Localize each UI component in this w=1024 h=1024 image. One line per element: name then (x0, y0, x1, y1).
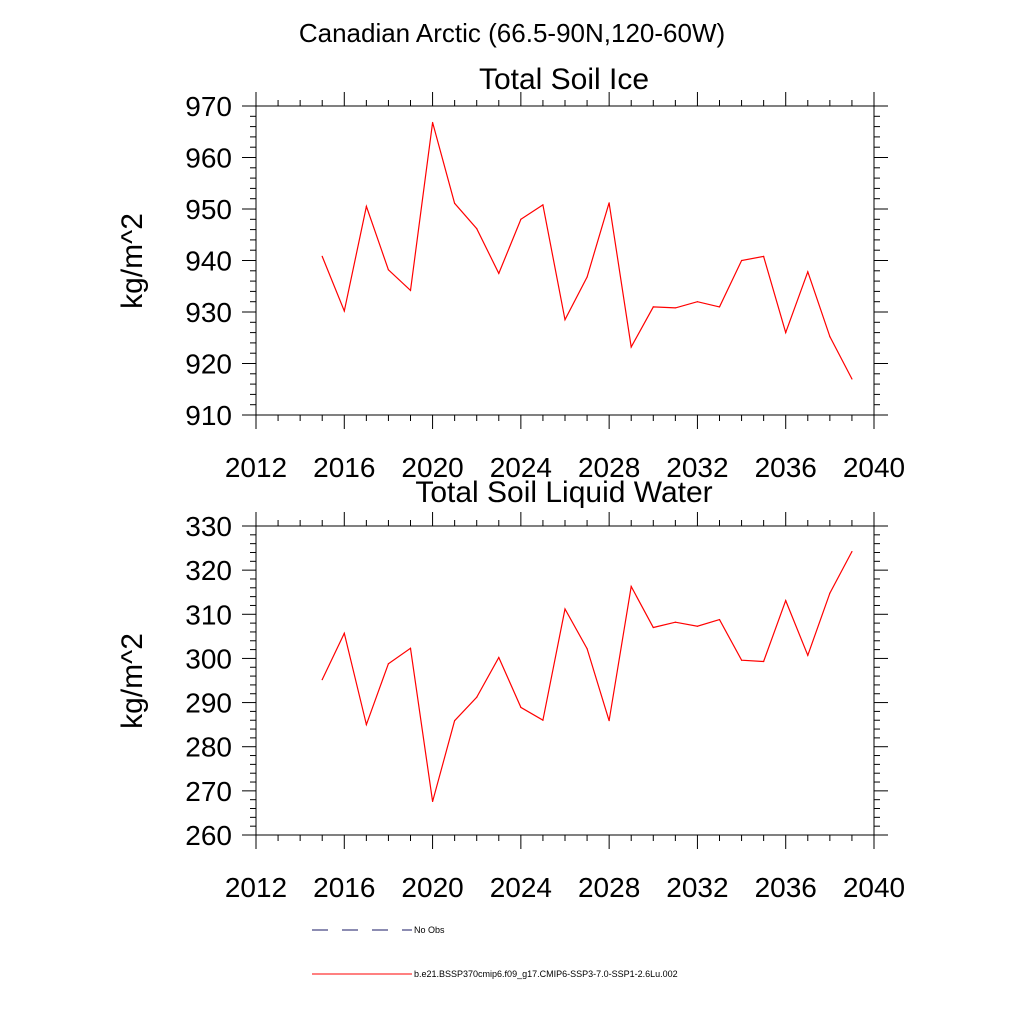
y-axis-label: kg/m^2 (116, 633, 149, 729)
data-point (431, 800, 434, 803)
x-tick-label: 2012 (225, 452, 287, 483)
data-point (652, 626, 654, 629)
data-point (343, 632, 345, 634)
data-point (696, 625, 699, 627)
data-point (454, 202, 456, 204)
chart-panel-soil-ice: Total Soil Ice kg/m^2 2012 2016 2020 2024 20… (116, 63, 905, 483)
data-point (520, 706, 522, 709)
data-point (387, 269, 390, 271)
x-tick-label: 2028 (578, 872, 640, 903)
figure-title: Canadian Arctic (66.5-90N,120-60W) (299, 18, 725, 48)
data-point (807, 654, 809, 656)
data-point (740, 259, 743, 262)
data-point (829, 592, 831, 594)
series-line (321, 122, 853, 380)
data-point (498, 656, 500, 659)
data-point (674, 307, 676, 309)
data-point (431, 121, 434, 124)
legend: No Obs b.e21.BSSP370cmip6.f09_g17.CMIP6-… (312, 925, 678, 979)
y-tick-label: 300 (185, 643, 232, 674)
y-tick-label: 260 (185, 820, 232, 851)
data-point (409, 289, 412, 291)
data-point (763, 255, 765, 257)
data-point (829, 336, 831, 338)
data-point (343, 310, 345, 312)
y-tick-label: 970 (185, 91, 232, 122)
data-point (740, 659, 743, 661)
y-tick-label: 910 (185, 400, 232, 431)
data-point (564, 319, 566, 321)
data-point (454, 720, 456, 722)
plot-frame (255, 525, 875, 836)
x-tick-label: 2024 (490, 452, 552, 483)
y-tick-label: 940 (185, 246, 232, 277)
x-tick-label: 2032 (666, 452, 728, 483)
data-point (586, 276, 588, 278)
data-point (498, 272, 500, 274)
x-tick-label: 2020 (401, 452, 463, 483)
data-point (409, 647, 412, 649)
data-point (630, 585, 632, 588)
y-tick-label: 330 (185, 511, 232, 542)
data-point (608, 202, 610, 204)
data-point (718, 618, 721, 621)
y-tick-label: 280 (185, 732, 232, 763)
data-point (476, 696, 478, 698)
legend-label-no-obs: No Obs (414, 925, 445, 935)
x-tick-label: 2024 (490, 872, 552, 903)
plot-frame (255, 105, 875, 416)
data-point (807, 271, 809, 273)
data-point (542, 204, 544, 206)
data-point (365, 724, 367, 726)
x-tick-label: 2036 (755, 872, 817, 903)
panel-title: Total Soil Liquid Water (415, 476, 712, 509)
data-point (785, 332, 787, 334)
data-point (542, 719, 544, 721)
data-point (763, 660, 765, 663)
data-point (785, 600, 787, 602)
x-tick-label: 2012 (225, 872, 287, 903)
x-tick-label: 2032 (666, 872, 728, 903)
x-tick-label: 2020 (401, 872, 463, 903)
data-point (851, 551, 853, 553)
data-point (630, 346, 632, 348)
y-tick-label: 290 (185, 688, 232, 719)
series-line (321, 551, 853, 802)
x-tick-label: 2040 (843, 452, 905, 483)
data-point (674, 621, 676, 623)
y-tick-label: 930 (185, 297, 232, 328)
data-point (851, 378, 853, 380)
data-point (365, 205, 367, 208)
data-point (321, 255, 323, 257)
x-tick-label: 2036 (755, 452, 817, 483)
legend-label-model: b.e21.BSSP370cmip6.f09_g17.CMIP6-SSP3-7.… (414, 969, 678, 979)
data-point (586, 648, 588, 650)
panel-title: Total Soil Ice (479, 63, 649, 96)
y-tick-label: 320 (185, 555, 232, 586)
data-point (564, 608, 566, 610)
data-point (608, 720, 610, 722)
x-tick-label: 2016 (313, 452, 375, 483)
data-point (321, 679, 323, 681)
data-point (718, 306, 721, 308)
y-axis-label: kg/m^2 (116, 213, 149, 309)
x-tick-label: 2016 (313, 872, 375, 903)
y-tick-label: 270 (185, 776, 232, 807)
y-tick-label: 950 (185, 194, 232, 225)
chart-panel-soil-liquid-water: Total Soil Liquid Water kg/m^2 2012 2016 2… (116, 476, 905, 903)
data-point (652, 306, 654, 308)
data-point (387, 663, 390, 665)
y-tick-label: 310 (185, 599, 232, 630)
y-tick-label: 920 (185, 349, 232, 380)
y-tick-label: 960 (185, 143, 232, 174)
data-point (476, 227, 478, 230)
x-tick-label: 2028 (578, 452, 640, 483)
data-point (696, 301, 699, 303)
x-tick-label: 2040 (843, 872, 905, 903)
data-point (520, 218, 522, 220)
